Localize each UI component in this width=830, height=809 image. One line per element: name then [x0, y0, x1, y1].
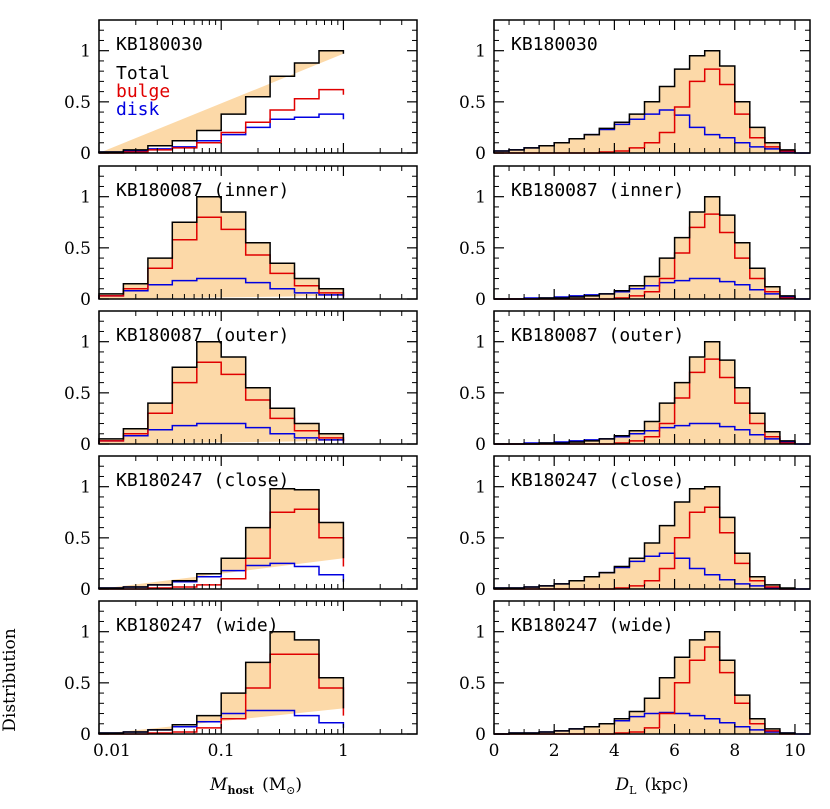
legend: Total bulge disk [116, 63, 170, 120]
y-tick-label: 1 [475, 623, 486, 643]
y-tick-label: 1 [475, 333, 486, 353]
x-tick-label: 0.1 [208, 741, 235, 761]
x-axis-title-left: Mhost (M⊙) [209, 775, 302, 797]
total-fill [494, 631, 795, 734]
plot-frame [493, 455, 811, 590]
series-total [493, 49, 796, 153]
plot-frame [493, 310, 811, 445]
panel-label: KB180030 [116, 34, 203, 55]
y-tick-label: 0 [80, 580, 91, 600]
x-tick-label: 1 [338, 741, 349, 761]
y-tick-label: 0 [475, 435, 486, 455]
y-tick-label: 1 [80, 333, 91, 353]
x-tick-label: 4 [609, 741, 620, 761]
y-tick-label: 0.5 [64, 239, 91, 259]
y-tick-label: 0.5 [459, 93, 486, 113]
total-fill [494, 486, 795, 589]
series-total [493, 485, 796, 589]
panels: 0 0.5 1 KB180030 0 0.5 1 KB180030 0 0.5 1 KB180087 … [64, 19, 811, 761]
y-tick-label: 0.5 [459, 674, 486, 694]
x-tick-label: 10 [784, 741, 806, 761]
y-tick-label: 0.5 [64, 529, 91, 549]
y-tick-label: 0 [80, 290, 91, 310]
y-tick-label: 0.5 [64, 93, 91, 113]
panel-label: KB180247 (wide) [116, 615, 279, 636]
y-tick-label: 0 [80, 435, 91, 455]
x-axis-title-right: DL (kpc) [615, 775, 689, 797]
y-tick-label: 1 [475, 42, 486, 62]
series-total [98, 340, 345, 444]
panel-label: KB180087 (outer) [116, 325, 289, 346]
panel-label: KB180087 (inner) [511, 180, 684, 201]
legend-disk: disk [116, 99, 160, 120]
panel-label: KB180087 (inner) [116, 180, 289, 201]
y-tick-label: 1 [475, 478, 486, 498]
series-bulge [99, 508, 345, 590]
panel-label: KB180247 (close) [511, 470, 684, 491]
x-tick-label: 6 [669, 741, 680, 761]
x-tick-label: 0 [489, 741, 500, 761]
y-tick-label: 0.5 [64, 674, 91, 694]
y-tick-label: 0 [475, 580, 486, 600]
plot-frame [493, 165, 811, 300]
panel-3: 0 0.5 1 KB180087 (inner) [459, 165, 811, 310]
panel-label: KB180030 [511, 34, 598, 55]
legend-total: Total [116, 63, 170, 84]
plot-frame [493, 19, 811, 154]
series-total [98, 195, 345, 299]
panel-0: 0 0.5 1 KB180030 [64, 19, 418, 164]
panel-7: 0 0.5 1 KB180247 (close) [459, 455, 811, 600]
legend-bulge: bulge [116, 81, 170, 102]
y-tick-label: 0 [475, 144, 486, 164]
x-tick-label: 8 [729, 741, 740, 761]
series-bulge [98, 361, 345, 444]
y-tick-label: 1 [80, 188, 91, 208]
y-tick-label: 0 [80, 725, 91, 745]
y-tick-label: 0.5 [459, 384, 486, 404]
panel-4: 0 0.5 1 KB180087 (outer) [64, 310, 418, 455]
y-tick-label: 0.5 [459, 239, 486, 259]
series-bulge [99, 88, 345, 154]
y-tick-label: 1 [475, 188, 486, 208]
y-tick-label: 0.5 [459, 529, 486, 549]
x-tick-label: 2 [549, 741, 560, 761]
panel-6: 0 0.5 1 KB180247 (close) [64, 455, 418, 600]
panel-2: 0 0.5 1 KB180087 (inner) [64, 165, 418, 310]
y-tick-label: 1 [80, 623, 91, 643]
panel-1: 0 0.5 1 KB180030 [459, 19, 811, 164]
series-disk [98, 422, 345, 444]
y-tick-label: 0 [475, 290, 486, 310]
y-axis-title: Distribution [0, 628, 20, 732]
panel-5: 0 0.5 1 KB180087 (outer) [459, 310, 811, 455]
y-tick-label: 0 [475, 725, 486, 745]
plot-frame [493, 600, 811, 735]
panel-label: KB180087 (outer) [511, 325, 684, 346]
panel-8: 0 0.5 1 0.01 0.1 1 KB180247 (wide) [64, 600, 418, 761]
panel-label: KB180247 (close) [116, 470, 289, 491]
y-tick-label: 0 [80, 144, 91, 164]
y-tick-label: 1 [80, 478, 91, 498]
panel-label: KB180247 (wide) [511, 615, 674, 636]
y-tick-label: 1 [80, 42, 91, 62]
series-disk [98, 277, 345, 299]
total-fill [99, 631, 344, 734]
y-tick-label: 0.5 [64, 384, 91, 404]
series-bulge [98, 216, 345, 299]
x-tick-label: 0.01 [93, 741, 131, 761]
